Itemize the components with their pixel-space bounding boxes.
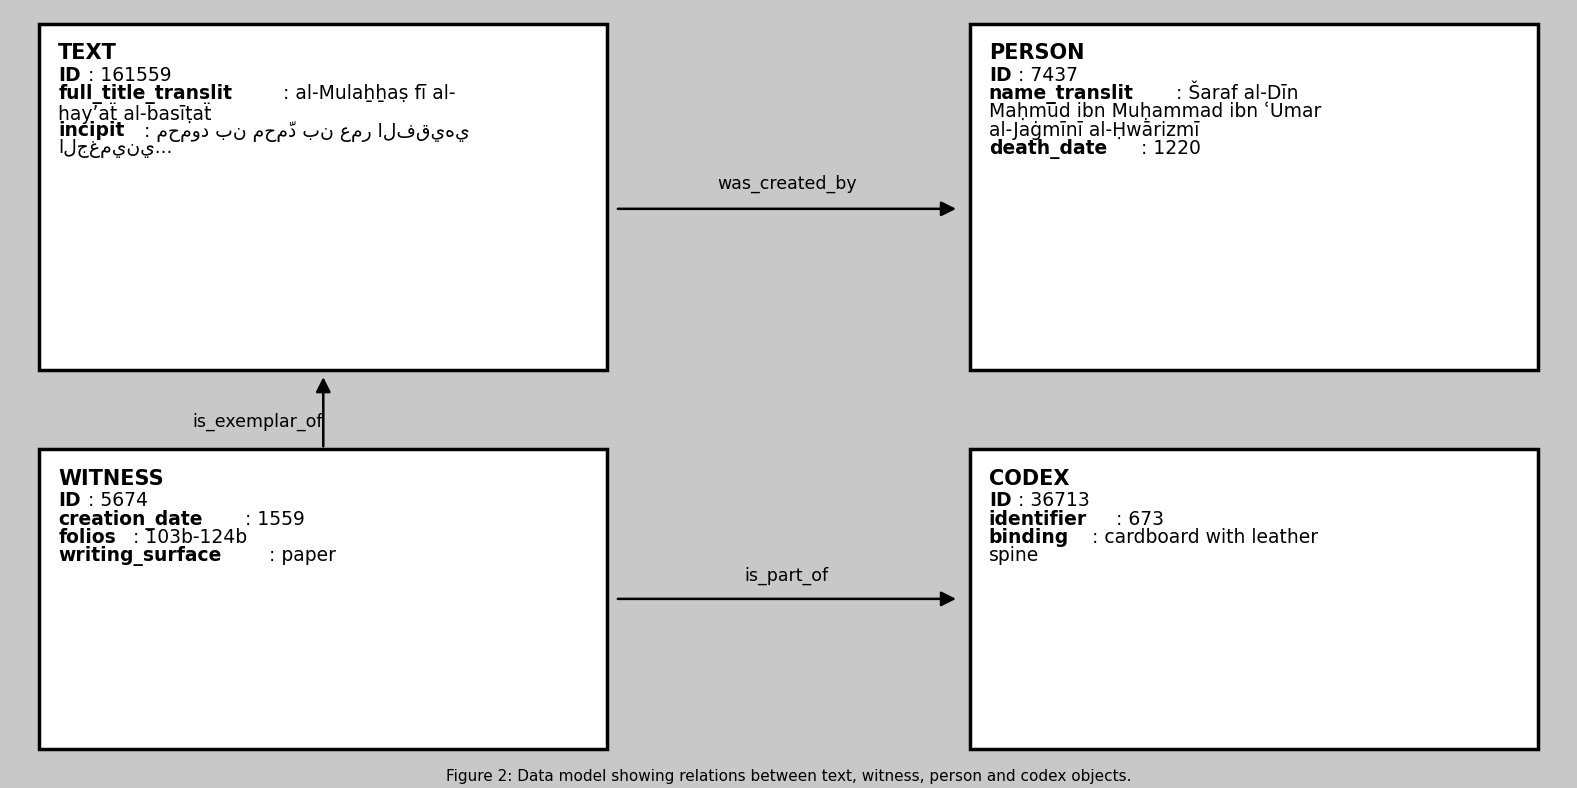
FancyBboxPatch shape [970, 449, 1538, 749]
Text: ID: ID [989, 66, 1011, 85]
Text: was_created_by: was_created_by [718, 175, 856, 193]
Text: : 161559: : 161559 [88, 66, 172, 85]
Text: : محمود بن محمّد بن عمر الفقيهي: : محمود بن محمّد بن عمر الفقيهي [144, 121, 470, 142]
Text: PERSON: PERSON [989, 43, 1085, 63]
Text: Maḥmūd ibn Muḥammad ibn ʿUmar: Maḥmūd ibn Muḥammad ibn ʿUmar [989, 102, 1322, 121]
Text: : 5674: : 5674 [88, 492, 148, 511]
Text: spine: spine [989, 546, 1039, 565]
Text: : 36713: : 36713 [1019, 492, 1090, 511]
Text: CODEX: CODEX [989, 469, 1069, 489]
Text: incipit: incipit [58, 121, 125, 139]
Text: binding: binding [989, 528, 1069, 547]
FancyBboxPatch shape [970, 24, 1538, 370]
FancyBboxPatch shape [39, 24, 607, 370]
Text: Figure 2: Data model showing relations between text, witness, person and codex o: Figure 2: Data model showing relations b… [446, 769, 1131, 784]
Text: : 7437: : 7437 [1019, 66, 1079, 85]
Text: : 103b-124b: : 103b-124b [132, 528, 248, 547]
Text: : paper: : paper [270, 546, 336, 565]
Text: hayʼaẗ al-basīṭaẗ: hayʼaẗ al-basīṭaẗ [58, 102, 211, 124]
Text: is_part_of: is_part_of [744, 567, 830, 585]
Text: name_translit: name_translit [989, 84, 1134, 104]
Text: : al-Mulaẖẖaṣ fī al-: : al-Mulaẖẖaṣ fī al- [282, 84, 456, 103]
Text: creation_date: creation_date [58, 510, 203, 530]
Text: : 1220: : 1220 [1142, 139, 1202, 158]
Text: full_title_translit: full_title_translit [58, 84, 232, 104]
FancyBboxPatch shape [39, 449, 607, 749]
Text: : 673: : 673 [1115, 510, 1164, 529]
Text: death_date: death_date [989, 139, 1107, 158]
Text: writing_surface: writing_surface [58, 546, 222, 566]
Text: ID: ID [989, 492, 1011, 511]
Text: : Šaraf al-Dīn: : Šaraf al-Dīn [1176, 84, 1298, 103]
Text: TEXT: TEXT [58, 43, 117, 63]
Text: : 1559: : 1559 [244, 510, 304, 529]
Text: folios: folios [58, 528, 117, 547]
Text: ID: ID [58, 492, 80, 511]
Text: WITNESS: WITNESS [58, 469, 164, 489]
Text: ID: ID [58, 66, 80, 85]
Text: الجغميني...: الجغميني... [58, 139, 173, 158]
Text: al-Jaġmīnī al-Ḥwārizmī: al-Jaġmīnī al-Ḥwārizmī [989, 121, 1199, 139]
Text: : cardboard with leather: : cardboard with leather [1093, 528, 1318, 547]
Text: identifier: identifier [989, 510, 1087, 529]
Text: is_exemplar_of: is_exemplar_of [192, 412, 323, 431]
